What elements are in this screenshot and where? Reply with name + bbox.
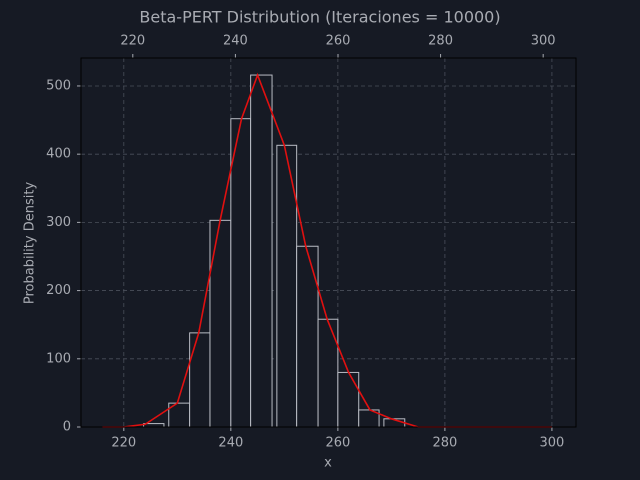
y-tick-label: 0 [63,420,71,435]
x2-tick-label: 280 [428,34,453,49]
x-tick-label: 220 [111,436,136,451]
histogram-bar [337,371,360,428]
x2-tick-label: 220 [120,34,145,49]
x-tick-label: 260 [325,436,350,451]
x-tick-label: 300 [540,436,565,451]
y-axis-label: Probability Density [23,182,38,305]
histogram-bar [230,118,252,428]
x2-tick-label: 300 [531,34,556,49]
y-tick-label: 200 [46,283,71,298]
chart-title: Beta-PERT Distribution (Iteraciones = 10… [139,8,500,27]
y-tick-label: 100 [46,351,71,366]
density-line [102,72,552,428]
histogram-bar [317,318,339,428]
x-axis-label: x [324,456,332,471]
histogram-bar [209,219,232,428]
histogram-bar [250,74,273,428]
y-tick-label: 500 [46,78,71,93]
histogram-bar [189,332,211,428]
plot-frame [80,57,577,428]
x2-tick-label: 240 [223,34,248,49]
x-tick-label: 240 [218,436,243,451]
y-tick-label: 300 [46,215,71,230]
histogram-bar [296,245,319,428]
x-tick-label: 280 [432,436,457,451]
x2-tick-label: 260 [326,34,351,49]
y-tick-label: 400 [46,147,71,162]
